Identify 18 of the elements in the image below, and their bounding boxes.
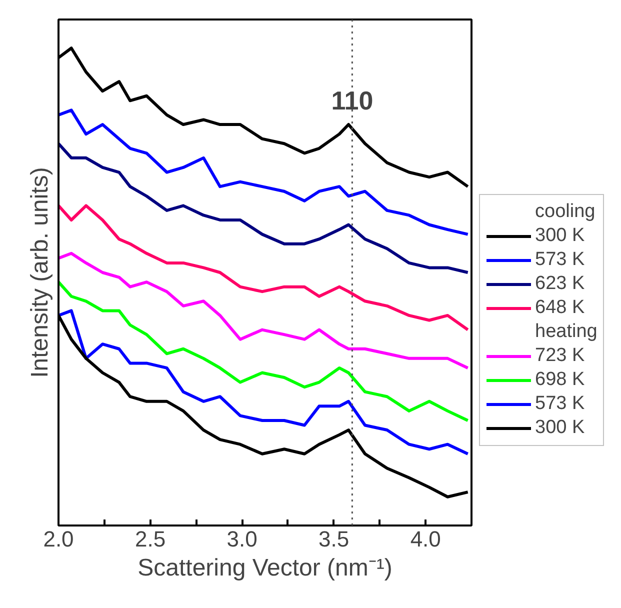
legend-label: 648 K bbox=[535, 297, 585, 319]
x-axis-title: Scattering Vector (nm⁻¹) bbox=[138, 554, 392, 582]
annotation: 110 bbox=[331, 86, 374, 116]
legend-label: 698 K bbox=[535, 369, 585, 391]
legend-label: 573 K bbox=[535, 393, 585, 415]
text: heating bbox=[535, 321, 598, 343]
legend-label: 573 K bbox=[535, 249, 585, 271]
x-tick-label: 4.0 bbox=[410, 526, 441, 552]
text: cooling bbox=[535, 201, 596, 223]
x-tick-label: 3.5 bbox=[318, 526, 350, 552]
legend-label: 723 K bbox=[535, 345, 585, 367]
x-tick-label: 3.0 bbox=[226, 526, 258, 552]
legend-label: 300 K bbox=[535, 417, 585, 439]
x-tick-label: 2.5 bbox=[134, 526, 166, 552]
legend-label: 300 K bbox=[535, 225, 585, 247]
y-axis-title: Intensity (arb. units) bbox=[26, 167, 54, 378]
legend-label: 623 K bbox=[535, 273, 585, 295]
x-tick-label: 2.0 bbox=[43, 526, 74, 552]
